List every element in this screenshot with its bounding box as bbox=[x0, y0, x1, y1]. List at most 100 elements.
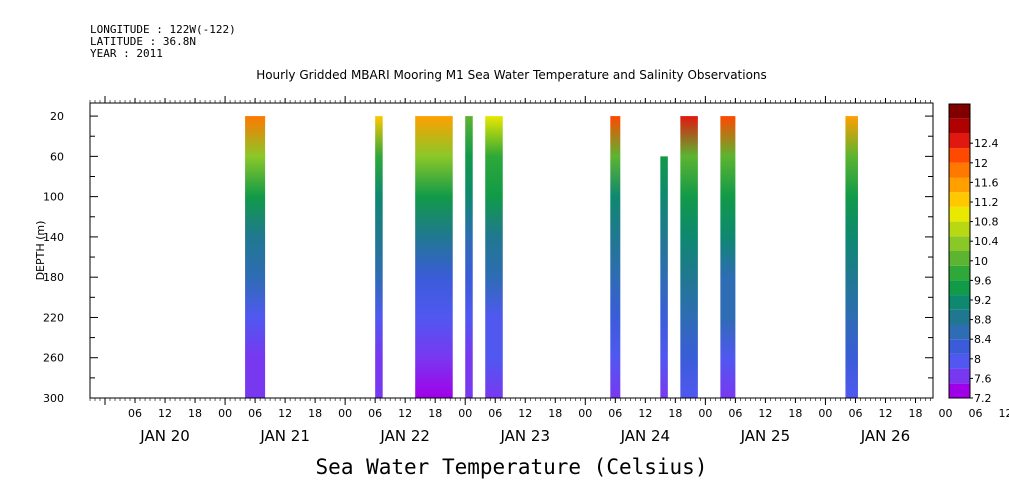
x-hour-label: 06 bbox=[608, 407, 622, 420]
colorbar-swatch bbox=[949, 162, 970, 178]
y-tick-label: 60 bbox=[50, 150, 64, 163]
y-tick-label: 180 bbox=[43, 271, 64, 284]
x-hour-label: 18 bbox=[308, 407, 322, 420]
colorbar-label: 10.8 bbox=[974, 216, 999, 229]
colorbar-swatch bbox=[949, 280, 970, 296]
colorbar-swatch bbox=[949, 309, 970, 325]
chart-title: Hourly Gridded MBARI Mooring M1 Sea Wate… bbox=[256, 68, 767, 82]
x-hour-label: 12 bbox=[638, 407, 652, 420]
colorbar-label: 8.4 bbox=[974, 333, 992, 346]
colorbar-label: 10 bbox=[974, 255, 988, 268]
colorbar-swatch bbox=[949, 177, 970, 193]
x-axis-title: Sea Water Temperature (Celsius) bbox=[315, 455, 708, 479]
data-bands bbox=[245, 116, 858, 398]
y-tick-label: 300 bbox=[43, 392, 64, 405]
x-hour-label: 06 bbox=[128, 407, 142, 420]
temperature-band bbox=[415, 116, 453, 398]
x-day-label: JAN 24 bbox=[620, 427, 671, 445]
x-hour-label: 18 bbox=[428, 407, 442, 420]
x-hour-label: 06 bbox=[848, 407, 862, 420]
x-hour-label: 18 bbox=[908, 407, 922, 420]
colorbar-label: 12.4 bbox=[974, 137, 999, 150]
temperature-band bbox=[485, 116, 503, 398]
colorbar-swatch bbox=[949, 148, 970, 163]
temperature-band bbox=[680, 116, 698, 398]
y-tick-label: 220 bbox=[43, 311, 64, 324]
x-hour-label: 06 bbox=[488, 407, 502, 420]
temperature-band bbox=[465, 116, 473, 398]
temperature-band bbox=[375, 116, 383, 398]
y-axis-title: DEPTH (m) bbox=[34, 221, 47, 281]
colorbar-label: 9.2 bbox=[974, 294, 992, 307]
colorbar-swatch bbox=[949, 368, 970, 384]
x-hour-label: 00 bbox=[939, 407, 953, 420]
x-hour-label: 00 bbox=[338, 407, 352, 420]
temperature-band bbox=[245, 116, 266, 398]
colorbar-label: 7.2 bbox=[974, 392, 992, 405]
year-label: YEAR : 2011 bbox=[90, 47, 163, 60]
colorbar-swatch bbox=[949, 295, 970, 310]
x-hour-label: 00 bbox=[218, 407, 232, 420]
colorbar-swatch bbox=[949, 206, 970, 222]
x-hour-label: 12 bbox=[518, 407, 532, 420]
x-hour-label: 12 bbox=[878, 407, 892, 420]
temperature-band bbox=[610, 116, 621, 398]
x-hour-label: 00 bbox=[458, 407, 472, 420]
x-day-label: JAN 25 bbox=[740, 427, 791, 445]
x-hour-label: 12 bbox=[158, 407, 172, 420]
colorbar-swatch bbox=[949, 251, 970, 266]
x-hour-label: 06 bbox=[969, 407, 983, 420]
temperature-band bbox=[845, 116, 858, 398]
colorbar-label: 7.6 bbox=[974, 372, 992, 385]
metadata-block: LONGITUDE : 122W(-122) LATITUDE : 36.8N … bbox=[90, 24, 236, 60]
x-hour-label: 12 bbox=[278, 407, 292, 420]
x-day-label: JAN 21 bbox=[259, 427, 310, 445]
x-hour-label: 18 bbox=[788, 407, 802, 420]
x-day-label: JAN 22 bbox=[379, 427, 430, 445]
x-day-label: JAN 23 bbox=[500, 427, 551, 445]
x-hour-label: 00 bbox=[698, 407, 712, 420]
colorbar-swatch bbox=[949, 339, 970, 354]
colorbar-swatch bbox=[949, 383, 970, 398]
temperature-band bbox=[660, 156, 668, 398]
plot-axes: 20 60 100 140 180 220 260 300 DEPTH (m) 06 12 18 00 0… bbox=[34, 96, 1009, 445]
colorbar-label: 10.4 bbox=[974, 235, 999, 248]
x-hour-label: 00 bbox=[578, 407, 592, 420]
x-hour-label: 06 bbox=[368, 407, 382, 420]
x-day-label: JAN 20 bbox=[139, 427, 190, 445]
colorbar-label: 11.6 bbox=[974, 176, 999, 189]
plot-frame bbox=[89, 102, 934, 399]
x-hour-label: 18 bbox=[668, 407, 682, 420]
y-tick-label: 140 bbox=[43, 231, 64, 244]
x-hour-label: 06 bbox=[248, 407, 262, 420]
colorbar: 7.2 7.6 8 8.4 8.8 9.2 9.6 10 10.4 10.8 11.2 11.6 12 1… bbox=[948, 103, 999, 405]
temperature-band bbox=[720, 116, 736, 398]
colorbar-frame bbox=[948, 103, 971, 399]
x-hour-label: 12 bbox=[999, 407, 1009, 420]
colorbar-label: 11.2 bbox=[974, 196, 999, 209]
x-hour-label: 18 bbox=[188, 407, 202, 420]
longitude-label: LONGITUDE : 122W(-122) bbox=[90, 23, 236, 36]
y-tick-label: 20 bbox=[50, 110, 64, 123]
y-tick-label: 100 bbox=[43, 191, 64, 204]
colorbar-swatch bbox=[949, 236, 970, 251]
x-hour-label: 12 bbox=[758, 407, 772, 420]
x-hour-label: 18 bbox=[548, 407, 562, 420]
colorbar-label: 9.6 bbox=[974, 274, 992, 287]
colorbar-label: 8 bbox=[974, 353, 981, 366]
colorbar-label: 12 bbox=[974, 157, 988, 170]
colorbar-swatch bbox=[949, 353, 970, 369]
colorbar-swatch bbox=[949, 324, 970, 340]
colorbar-swatch bbox=[949, 133, 970, 149]
x-hour-label: 06 bbox=[728, 407, 742, 420]
colorbar-swatch bbox=[949, 118, 970, 134]
colorbar-swatch bbox=[949, 192, 970, 207]
colorbar-swatch bbox=[949, 104, 970, 119]
latitude-label: LATITUDE : 36.8N bbox=[90, 35, 196, 48]
x-hour-label: 12 bbox=[398, 407, 412, 420]
colorbar-swatch bbox=[949, 265, 970, 281]
x-day-label: JAN 26 bbox=[860, 427, 911, 445]
colorbar-swatch bbox=[949, 221, 970, 237]
colorbar-label: 8.8 bbox=[974, 314, 992, 327]
